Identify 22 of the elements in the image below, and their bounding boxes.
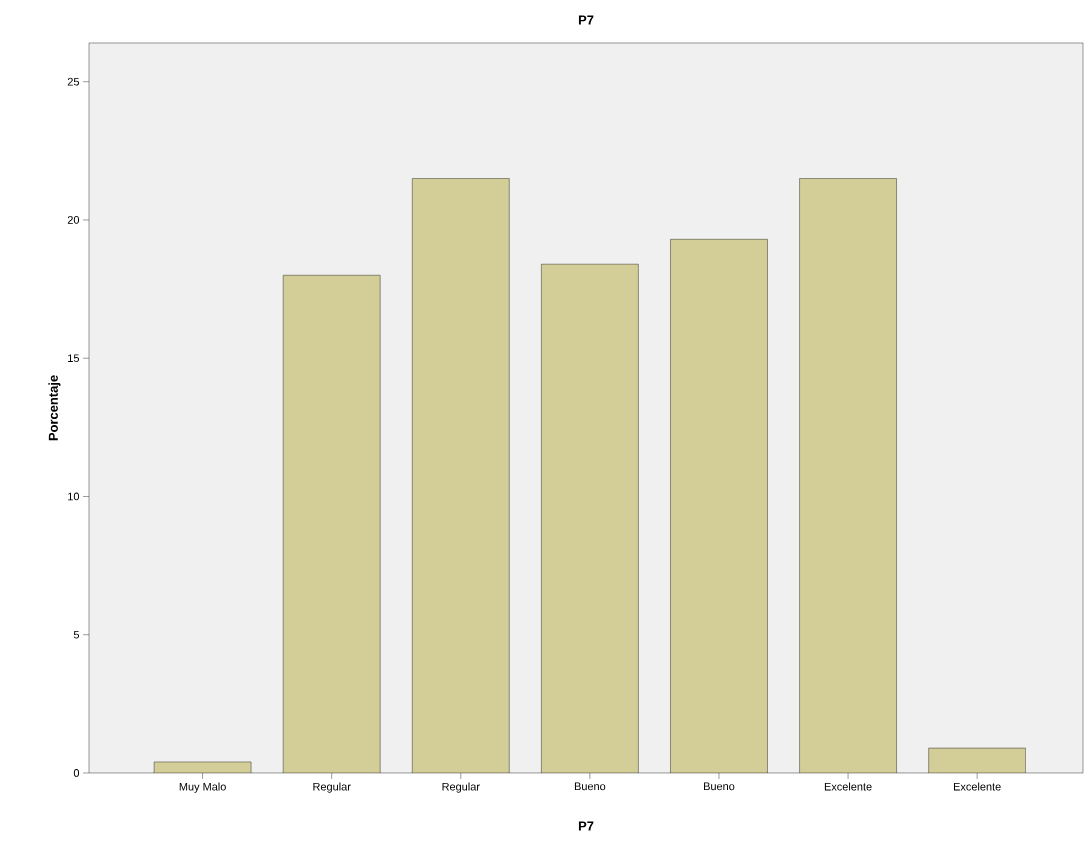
bar	[412, 178, 510, 773]
x-tick-label: Excelente	[954, 782, 1001, 791]
x-tick-label: Muy Malo	[179, 782, 226, 793]
y-tick-label: 15	[68, 354, 80, 363]
y-tick-label: 25	[67, 77, 80, 86]
y-tick-label: 0	[73, 769, 80, 777]
bar	[283, 275, 381, 773]
bar	[541, 263, 639, 773]
x-tick-label: Bueno	[574, 782, 606, 791]
bar	[928, 747, 1026, 773]
x-tick-label: Excelente	[824, 782, 872, 791]
x-axis-title: P7	[578, 821, 594, 831]
y-axis-title: Porcentaje	[48, 375, 61, 441]
bar	[670, 239, 768, 773]
x-tick-label: Regular	[313, 782, 351, 793]
x-tick-label: Bueno	[704, 782, 735, 791]
bar	[799, 178, 897, 773]
y-tick-label: 5	[73, 630, 80, 639]
y-tick-label: 10	[68, 492, 80, 501]
x-tick-label: Regular	[442, 782, 480, 793]
chart-title: P7	[578, 15, 594, 25]
y-tick-label: 20	[67, 216, 80, 224]
